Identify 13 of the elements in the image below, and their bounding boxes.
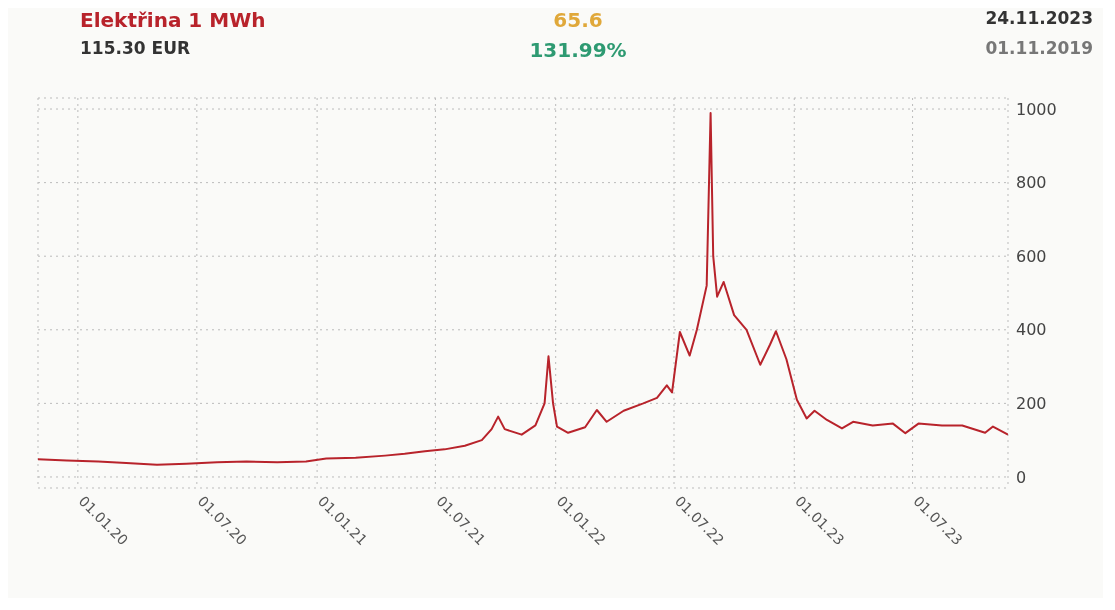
text: 65.6 [552,8,604,32]
y-tick-label: 0 [1016,467,1027,487]
y-tick-label: 600 [1016,246,1047,266]
text: 131.99% [528,38,628,62]
text: 01.11.2019 [985,38,1093,58]
y-tick-label: 800 [1016,173,1047,193]
text: 24.11.2023 [985,8,1093,28]
y-tick-label: 400 [1016,320,1047,340]
chart-title: Elektřina 1 MWh [80,8,266,32]
y-tick-label: 200 [1016,394,1047,414]
chart-subtitle: 115.30 EUR [80,38,191,58]
y-tick-label: 1000 [1016,99,1057,119]
line-series [38,112,1008,466]
